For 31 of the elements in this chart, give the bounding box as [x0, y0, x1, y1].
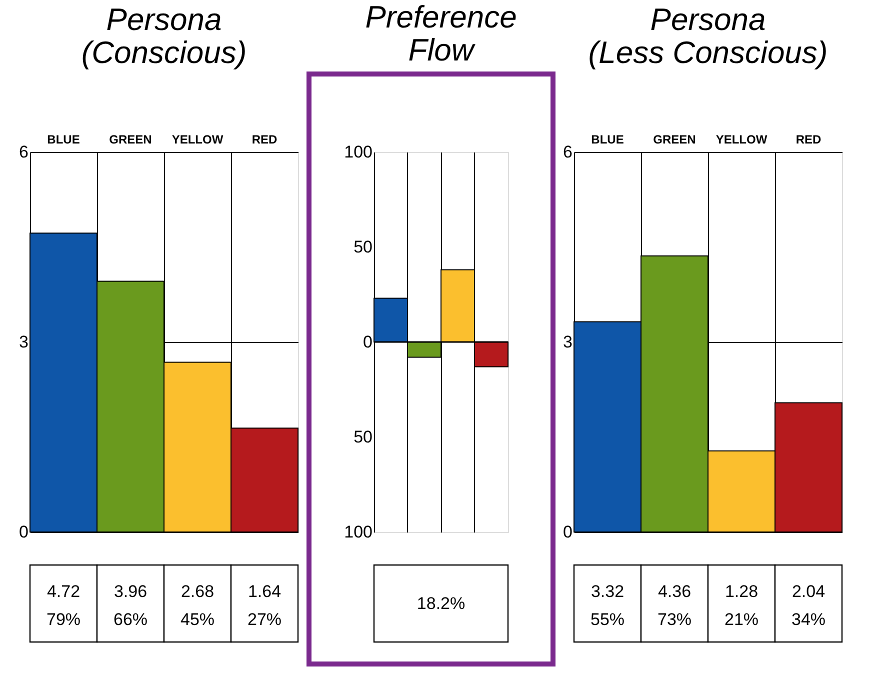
x-tick-label: BLUE — [47, 132, 80, 146]
data-label: 4.36 73% — [657, 582, 692, 629]
y-tick-label: 50 — [354, 428, 372, 446]
x-tick-label: YELLOW — [172, 132, 224, 146]
data-label: 2.68 45% — [180, 582, 215, 629]
data-label: 1.28 21% — [724, 582, 759, 629]
text: 18.2% — [416, 594, 466, 613]
y-tick-label: 3 — [19, 332, 28, 352]
data-label: 3.96 66% — [113, 582, 148, 629]
y-tick-label: 0 — [563, 522, 572, 542]
data-label: 4.72 79% — [46, 582, 81, 629]
y-tick-label: 0 — [363, 332, 372, 352]
data-label: 1.64 27% — [247, 582, 282, 629]
y-tick-label: 6 — [19, 142, 28, 162]
x-tick-label: GREEN — [653, 132, 696, 146]
chart-title: Persona (Conscious) — [81, 2, 247, 70]
y-tick-label: 50 — [354, 238, 372, 256]
data-label: 3.32 55% — [590, 582, 625, 629]
y-tick-label: 6 — [563, 142, 572, 162]
x-tick-label: RED — [252, 132, 278, 146]
y-tick-label: 3 — [563, 332, 572, 352]
y-tick-label: 0 — [19, 522, 28, 542]
data-label: 2.04 34% — [791, 582, 826, 629]
y-tick-label: 100 — [344, 142, 372, 162]
chart-title: Preference Flow — [365, 0, 517, 68]
x-tick-label: GREEN — [109, 132, 152, 146]
x-tick-label: YELLOW — [716, 132, 768, 146]
x-tick-label: RED — [796, 132, 822, 146]
y-tick-label: 100 — [344, 522, 372, 542]
chart-title: Persona (Less Conscious) — [588, 2, 828, 70]
x-tick-label: BLUE — [591, 132, 624, 146]
